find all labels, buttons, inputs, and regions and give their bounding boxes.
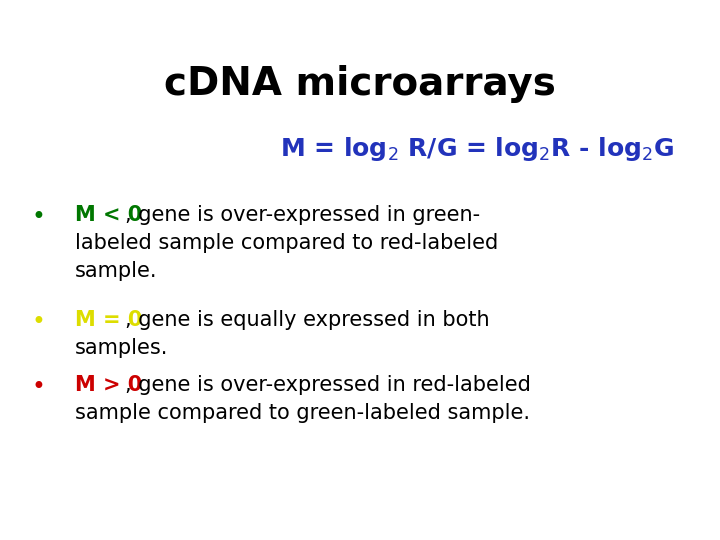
Text: samples.: samples. xyxy=(75,338,168,358)
Text: •: • xyxy=(31,375,45,399)
Text: M = log$_2$ R/G = log$_2$R - log$_2$G: M = log$_2$ R/G = log$_2$R - log$_2$G xyxy=(280,135,674,163)
Text: sample compared to green-labeled sample.: sample compared to green-labeled sample. xyxy=(75,403,530,423)
Text: , gene is over-expressed in green-: , gene is over-expressed in green- xyxy=(125,205,480,225)
Text: , gene is over-expressed in red-labeled: , gene is over-expressed in red-labeled xyxy=(125,375,531,395)
Text: sample.: sample. xyxy=(75,261,158,281)
Text: M > 0: M > 0 xyxy=(75,375,143,395)
Text: •: • xyxy=(31,205,45,229)
Text: M = 0: M = 0 xyxy=(75,310,143,330)
Text: M < 0: M < 0 xyxy=(75,205,143,225)
Text: •: • xyxy=(31,310,45,334)
Text: cDNA microarrays: cDNA microarrays xyxy=(164,65,556,103)
Text: labeled sample compared to red-labeled: labeled sample compared to red-labeled xyxy=(75,233,498,253)
Text: , gene is equally expressed in both: , gene is equally expressed in both xyxy=(125,310,490,330)
